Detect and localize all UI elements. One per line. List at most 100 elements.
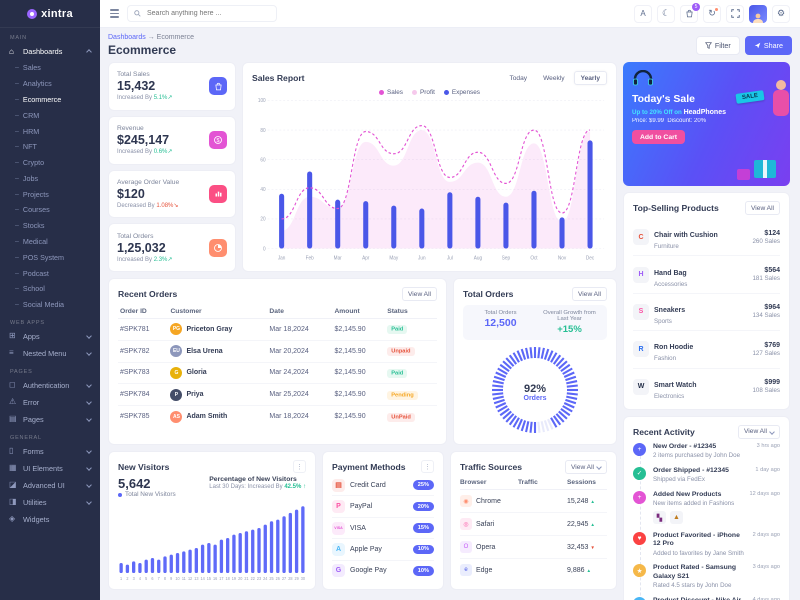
sidebar-item-nft[interactable]: – NFT	[15, 142, 37, 152]
sidebar-section-pages: PAGES	[10, 368, 33, 375]
sidebar: xintra MAIN ⌂ Dashboards – Sales – Analyti…	[0, 0, 100, 600]
notification-dot	[715, 7, 718, 11]
sidebar-item-advanced-ui[interactable]: ◪ Advanced UI	[0, 477, 100, 494]
view-all-dropdown[interactable]: View All	[738, 424, 780, 439]
user-avatar[interactable]	[749, 4, 767, 23]
tab-yearly[interactable]: Yearly	[573, 71, 607, 85]
sidebar-item-school[interactable]: – School	[15, 284, 45, 294]
card-title: Recent Orders	[118, 289, 178, 299]
sidebar-item-crypto[interactable]: – Crypto	[15, 158, 45, 168]
tab-today[interactable]: Today	[509, 74, 528, 82]
sidebar-item-pages[interactable]: ▤ Pages	[0, 411, 100, 428]
chevron-down-icon	[769, 428, 775, 435]
svg-text:7: 7	[158, 576, 160, 581]
sidebar-item-crm[interactable]: – CRM	[15, 110, 40, 120]
svg-text:24: 24	[263, 576, 268, 581]
total-orders-value: 12,500	[484, 317, 517, 329]
chevron-down-icon	[86, 482, 92, 488]
sidebar-item-forms[interactable]: ▯ Forms	[0, 443, 100, 460]
trend-up-icon: ↗	[167, 95, 173, 102]
legend-dot-expenses	[443, 90, 449, 95]
svg-text:26: 26	[276, 576, 281, 581]
chevron-down-icon	[86, 350, 92, 356]
fullscreen-button[interactable]	[726, 4, 744, 23]
svg-text:15: 15	[207, 576, 212, 581]
order-id-link[interactable]: #SPK781	[118, 318, 169, 341]
product-thumbnail: R	[633, 341, 649, 358]
sidebar-item-apps[interactable]: ⊞ Apps	[0, 328, 100, 345]
card-menu-button[interactable]: ⋮	[293, 460, 306, 473]
sidebar-item-medical[interactable]: – Medical	[15, 236, 48, 246]
status-badge: Pending	[387, 390, 418, 400]
notifications-button[interactable]: ↻	[703, 4, 721, 23]
sidebar-item-ecommerce[interactable]: – Ecommerce	[15, 94, 62, 104]
list-item: % Product Discount - Nike Air Max4 days …	[633, 596, 780, 600]
sidebar-item-projects[interactable]: – Projects	[15, 189, 49, 199]
view-all-button[interactable]: View All	[402, 287, 437, 301]
sidebar-item-widgets[interactable]: ◈ Widgets	[9, 514, 50, 524]
dark-mode-button[interactable]: ☾	[657, 4, 675, 23]
opera-icon: O	[460, 541, 472, 553]
chevron-down-icon	[86, 465, 92, 471]
banner-title: Today's Sale	[632, 93, 695, 105]
svg-text:Jan: Jan	[278, 255, 286, 261]
view-all-button[interactable]: View All	[745, 201, 780, 215]
add-to-cart-button[interactable]: Add to Cart	[632, 130, 686, 144]
cart-button[interactable]: 5	[680, 2, 700, 23]
sidebar-item-courses[interactable]: – Courses	[15, 205, 50, 215]
card-title: Recent Activity	[633, 426, 695, 437]
sidebar-item-sales[interactable]: – Sales	[15, 63, 41, 73]
sidebar-item-jobs[interactable]: – Jobs	[15, 173, 39, 183]
filter-icon	[704, 42, 712, 49]
card-menu-button[interactable]: ⋮	[421, 460, 434, 473]
share-icon	[754, 42, 761, 49]
sidebar-item-hrm[interactable]: – HRM	[15, 126, 40, 136]
list-item: + Added New Products 12 days ago New item…	[633, 490, 780, 532]
sidebar-item-social-media[interactable]: – Social Media	[15, 300, 65, 310]
chart-legend: Sales Profit Expenses	[252, 89, 607, 96]
stat-card-total-orders: Total Orders 1,25,032 Increased By 2.3%↗	[108, 223, 236, 272]
tab-weekly[interactable]: Weekly	[543, 74, 565, 82]
paypal-icon: P	[332, 500, 345, 514]
sidebar-item-utilities[interactable]: ◨ Utilities	[0, 494, 100, 511]
view-all-dropdown[interactable]: View All	[565, 460, 607, 474]
sidebar-item-authentication[interactable]: ◻ Authentication	[0, 377, 100, 394]
svg-text:6: 6	[151, 576, 154, 581]
svg-text:3: 3	[133, 576, 136, 581]
filter-button[interactable]: Filter	[695, 36, 740, 55]
warning-icon: ⚠	[9, 397, 17, 406]
order-id-link[interactable]: #SPK782	[118, 340, 169, 363]
sidebar-item-error[interactable]: ⚠ Error	[0, 394, 100, 411]
svg-text:11: 11	[182, 576, 186, 581]
order-id-link[interactable]: #SPK785	[120, 413, 150, 421]
order-id-link[interactable]: #SPK784	[118, 383, 169, 407]
svg-text:Oct: Oct	[530, 255, 538, 261]
search-box[interactable]	[127, 5, 277, 22]
share-button[interactable]: Share	[744, 36, 792, 55]
share-pill: 20%	[412, 501, 434, 512]
svg-text:Nov: Nov	[558, 255, 567, 261]
list-item: VISA VISA 15%	[332, 518, 434, 540]
menu-toggle-icon[interactable]	[110, 9, 119, 18]
apps-grid-icon: ⊞	[9, 331, 16, 340]
settings-button[interactable]: ⚙	[772, 4, 790, 23]
sidebar-item-ui-elements[interactable]: ▦ UI Elements	[0, 460, 100, 477]
search-input[interactable]	[145, 9, 270, 18]
moon-icon: ☾	[661, 8, 671, 18]
sidebar-item-pos-system[interactable]: – POS System	[15, 252, 65, 262]
language-button[interactable]: A	[634, 4, 652, 23]
sidebar-item-analytics[interactable]: – Analytics	[15, 79, 52, 89]
svg-text:60: 60	[260, 157, 265, 163]
chevron-down-icon	[596, 464, 602, 470]
brand[interactable]: xintra	[0, 0, 100, 28]
card-title: Total Orders	[463, 289, 514, 299]
order-id-link[interactable]: #SPK783	[118, 362, 169, 385]
sidebar-item-dashboards[interactable]: ⌂ Dashboards	[0, 43, 100, 60]
language-icon: A	[640, 9, 646, 18]
sidebar-item-podcast[interactable]: – Podcast	[15, 268, 49, 278]
list-item: W Smart Watch Electronics $999 108 Sales	[633, 369, 780, 401]
breadcrumb-parent[interactable]: Dashboards	[108, 34, 146, 41]
sidebar-item-stocks[interactable]: – Stocks	[15, 221, 45, 231]
view-all-button[interactable]: View All	[572, 287, 607, 301]
sidebar-item-nested-menu[interactable]: ≡ Nested Menu	[0, 345, 100, 362]
